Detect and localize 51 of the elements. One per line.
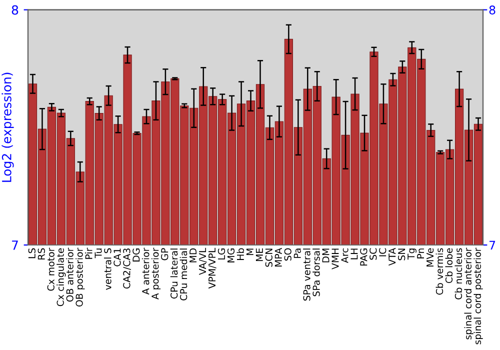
x-tick-label: VMH	[332, 248, 339, 270]
x-tick-label: M	[246, 248, 254, 255]
x-tick-label: VPM/VPL	[208, 248, 216, 289]
x-tick-label: CA1	[114, 248, 121, 266]
x-tick-label: spinal cord anterior	[464, 248, 474, 340]
x-tick-label: DG	[132, 248, 140, 262]
x-tick-label: Cb nucleus	[454, 248, 462, 300]
x-tick-label: MG	[227, 248, 235, 262]
y2-tick-label: 8	[489, 6, 496, 14]
x-tick-label: IC	[379, 248, 386, 256]
x-tick-label: VTA	[388, 248, 396, 266]
x-tick-label: Tu	[94, 248, 102, 258]
x-tick-label: SPa ventral	[303, 248, 310, 301]
x-tick-label: Pa	[294, 248, 301, 258]
x-tick-label: OB posterior	[76, 248, 85, 307]
x-tick-label: SPa dorsal	[312, 248, 320, 296]
x-tick-label: Cb lobe	[445, 248, 453, 284]
x-tick-label: Cx cingulate	[56, 248, 66, 306]
x-tick-label: OB anterior	[66, 248, 74, 302]
x-tick-label: Cx motor	[47, 248, 54, 291]
x-tick-label: Tg	[408, 248, 416, 260]
x-tick-label: Hb	[236, 248, 244, 260]
x-tick-label: Arc	[341, 248, 348, 264]
y2-tick-label: 7	[490, 240, 496, 250]
x-tick-label: VA/VL	[199, 248, 207, 275]
x-tick-label: LS	[28, 248, 36, 258]
y-axis-title: Log2 (expression)	[2, 72, 14, 182]
x-tick-label: ventral S	[104, 248, 112, 290]
x-tick-label: Pn	[417, 248, 424, 258]
x-tick-label: Cb vermis	[436, 248, 444, 295]
x-tick-label: MVe	[426, 248, 434, 267]
x-tick-label: CA2/CA3	[123, 248, 132, 289]
x-tick-label: SN	[398, 248, 406, 260]
x-tick-label: CPu lateral	[170, 248, 178, 299]
x-tick-label: CPu medial	[180, 248, 188, 300]
x-tick-label: LH	[350, 248, 358, 260]
x-tick-label: MD	[190, 248, 196, 262]
x-tick-label: MPA	[274, 248, 282, 267]
x-tick-label: SC	[370, 248, 377, 260]
x-tick-label: A posterior	[151, 248, 161, 300]
x-tick-label: PAG	[360, 248, 368, 266]
x-tick-label: GP	[161, 248, 168, 260]
x-tick-label: ME	[256, 248, 263, 261]
x-tick-label: RS	[38, 248, 45, 260]
x-tick-label: DM	[322, 248, 330, 262]
x-tick-label: A anterior	[142, 248, 150, 295]
x-tick-label: SO	[284, 248, 292, 261]
x-tick-label: spinal cord posterior	[474, 248, 483, 344]
x-tick-label: SCN	[265, 248, 272, 267]
x-tick-label: Pir	[85, 248, 92, 259]
x-tick-label: LG	[218, 248, 226, 260]
